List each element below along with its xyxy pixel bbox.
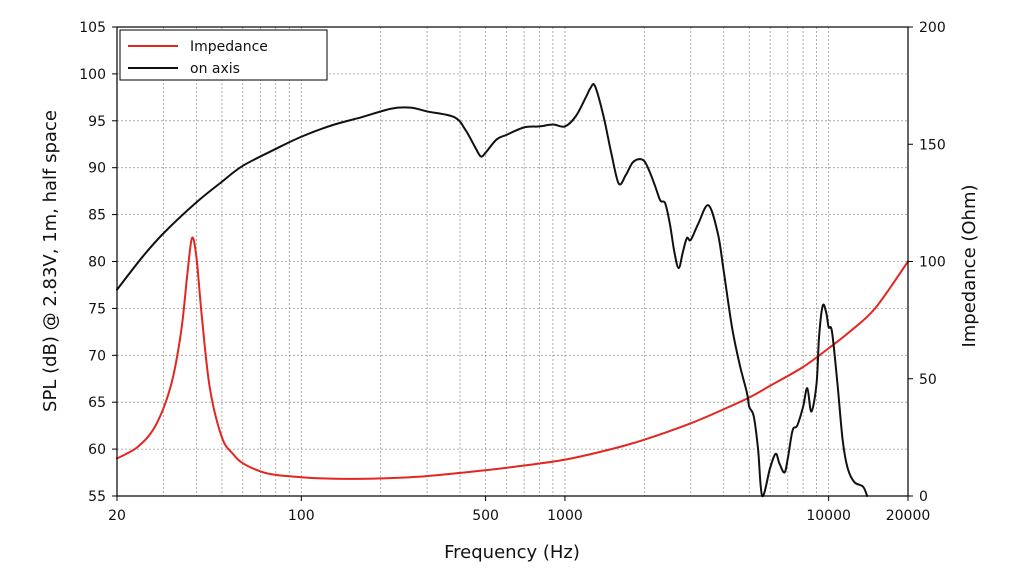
y-right-tick-label: 50 (919, 372, 937, 388)
y-left-tick-label: 75 (88, 301, 106, 317)
legend-box (119, 29, 328, 81)
x-tick-label: 20 (108, 508, 126, 524)
legend-label-on-axis: on axis (190, 61, 240, 77)
y-left-tick-label: 100 (79, 67, 106, 83)
y-left-tick-label: 90 (88, 161, 106, 177)
x-tick-label: 500 (472, 508, 499, 524)
legend-label-impedance: Impedance (190, 39, 268, 55)
y-axis-left-title: SPL (dB) @ 2.83V, 1m, half space (40, 110, 61, 412)
y-left-tick-label: 80 (88, 255, 106, 271)
y-left-tick-label: 65 (88, 395, 106, 411)
y-right-tick-label: 100 (919, 255, 946, 271)
y-right-tick-label: 150 (919, 137, 946, 153)
x-tick-label: 100 (288, 508, 315, 524)
y-right-tick-label: 200 (919, 20, 946, 36)
y-left-tick-label: 105 (79, 20, 106, 36)
curves (116, 83, 909, 498)
y-left-tick-label: 95 (88, 114, 106, 130)
y-left-tick-label: 85 (88, 208, 106, 224)
x-tick-label: 1000 (547, 508, 583, 524)
series-line-on-axis (116, 83, 869, 498)
y-left-tick-label: 60 (88, 442, 106, 458)
legend: Impedance on axis (119, 29, 328, 81)
x-axis-title: Frequency (Hz) (444, 542, 580, 563)
x-tick-label: 20000 (886, 508, 931, 524)
y-left-tick-label: 55 (88, 489, 106, 505)
y-axis-right-title: Impedance (Ohm) (959, 184, 980, 347)
tick-labels: 20 100 500 1000 10000 20000556065707580859095… (79, 20, 945, 524)
y-left-tick-label: 70 (88, 348, 106, 364)
x-tick-label: 10000 (806, 508, 851, 524)
y-right-tick-label: 0 (919, 489, 928, 505)
series-line-impedance (116, 236, 909, 480)
